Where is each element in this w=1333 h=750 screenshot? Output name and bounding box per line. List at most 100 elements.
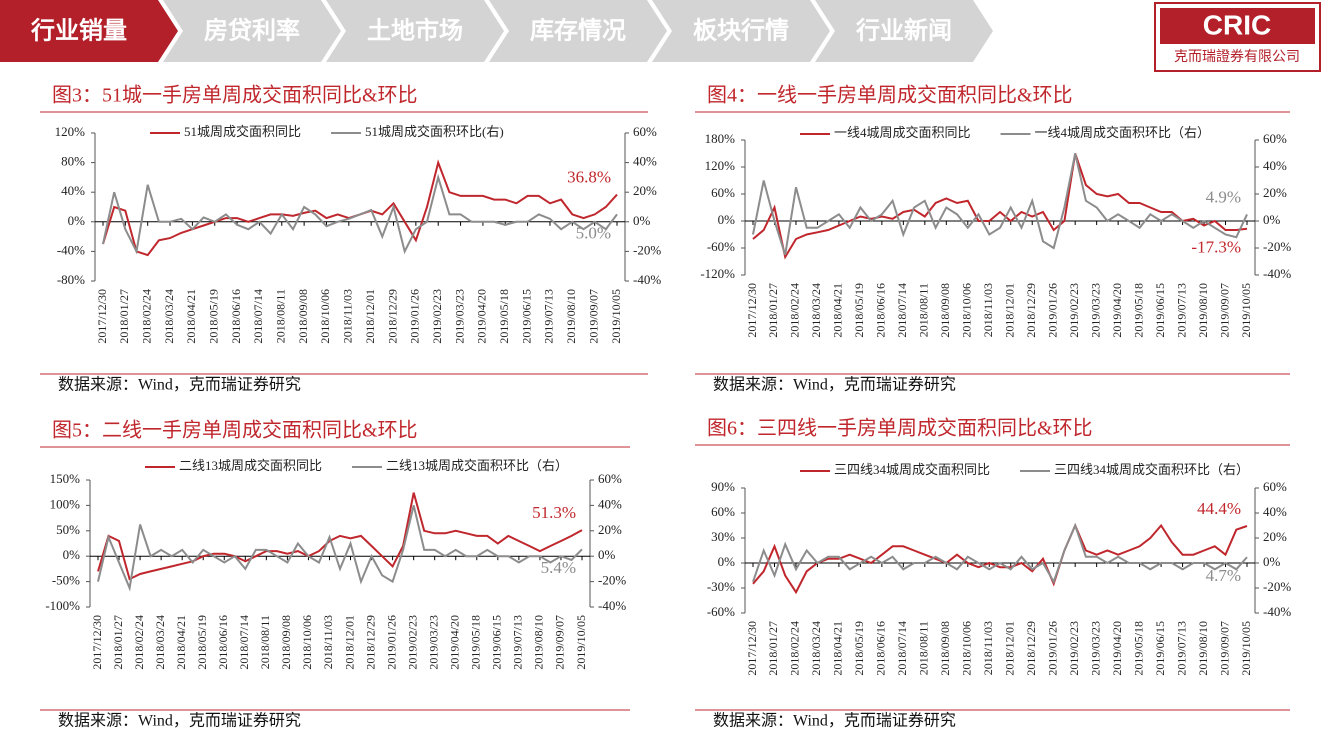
data-label: 5.0% bbox=[576, 223, 611, 242]
y2-tick-label: 20% bbox=[598, 522, 622, 537]
x-tick-label: 2019/03/23 bbox=[452, 289, 466, 344]
x-tick-label: 2019/01/26 bbox=[1045, 621, 1059, 676]
y2-tick-label: 40% bbox=[1263, 158, 1287, 173]
nav-tab-label: 行业销量 bbox=[30, 16, 127, 44]
x-tick-label: 2019/02/23 bbox=[1067, 621, 1081, 676]
x-tick-label: 2019/02/23 bbox=[1067, 283, 1081, 338]
y2-tick-label: 40% bbox=[598, 496, 622, 511]
x-tick-label: 2019/07/13 bbox=[511, 615, 525, 670]
y-tick-label: 80% bbox=[61, 154, 85, 169]
x-tick-label: 2018/11/03 bbox=[981, 283, 995, 337]
x-tick-label: 2019/04/20 bbox=[1110, 621, 1124, 676]
x-tick-label: 2018/07/14 bbox=[237, 615, 251, 670]
y-tick-label: -40% bbox=[57, 242, 85, 257]
y2-tick-label: 0% bbox=[1263, 554, 1281, 569]
x-tick-label: 2018/11/03 bbox=[981, 621, 995, 675]
y2-tick-label: 60% bbox=[633, 124, 657, 139]
data-label: 36.8% bbox=[567, 167, 611, 186]
source: 数据来源：Wind，克而瑞证券研究 bbox=[58, 712, 301, 730]
x-tick-label: 2018/06/16 bbox=[229, 289, 243, 344]
y2-tick-label: -40% bbox=[1263, 604, 1291, 619]
legend-label: 三四线34城周成交面积同比 bbox=[834, 462, 990, 477]
x-tick-label: 2018/02/24 bbox=[139, 289, 153, 344]
logo-company: 克而瑞證券有限公司 bbox=[1174, 48, 1300, 65]
y2-tick-label: 60% bbox=[598, 471, 622, 486]
nav-tab[interactable] bbox=[489, 0, 667, 62]
x-tick-label: 2018/05/19 bbox=[852, 283, 866, 338]
y-tick-label: 0% bbox=[68, 213, 86, 228]
x-tick-label: 2019/04/20 bbox=[1110, 283, 1124, 338]
x-tick-label: 2018/05/19 bbox=[206, 289, 220, 344]
y-tick-label: 0% bbox=[63, 547, 81, 562]
y-tick-label: 60% bbox=[711, 185, 735, 200]
logo-band bbox=[1160, 8, 1315, 44]
x-tick-label: 2019/06/15 bbox=[1153, 621, 1167, 676]
x-tick-label: 2018/04/21 bbox=[174, 615, 188, 670]
x-tick-label: 2019/03/23 bbox=[426, 615, 440, 670]
x-tick-label: 2018/08/11 bbox=[258, 615, 272, 669]
data-label: 51.3% bbox=[532, 503, 576, 522]
legend-label: 二线13城周成交面积环比（右） bbox=[386, 458, 568, 473]
x-tick-label: 2018/10/06 bbox=[300, 615, 314, 670]
series-line bbox=[752, 153, 1248, 260]
y2-tick-label: -20% bbox=[1263, 239, 1291, 254]
x-tick-label: 2018/06/16 bbox=[216, 615, 230, 670]
x-tick-label: 2018/12/29 bbox=[363, 615, 377, 670]
x-tick-label: 2018/09/08 bbox=[296, 289, 310, 344]
data-label: 44.4% bbox=[1197, 499, 1241, 518]
nav-tab[interactable] bbox=[815, 0, 993, 62]
x-tick-label: 2018/04/21 bbox=[831, 283, 845, 338]
x-tick-label: 2017/12/30 bbox=[95, 289, 109, 344]
x-tick-label: 2018/12/01 bbox=[1002, 621, 1016, 676]
x-tick-label: 2018/07/14 bbox=[895, 621, 909, 676]
y-tick-label: -80% bbox=[57, 272, 85, 287]
legend-label: 二线13城周成交面积同比 bbox=[179, 458, 322, 473]
nav-tab[interactable] bbox=[326, 0, 504, 62]
x-tick-label: 2018/06/16 bbox=[874, 283, 888, 338]
series-line bbox=[97, 492, 583, 581]
y-tick-label: 60% bbox=[711, 504, 735, 519]
x-tick-label: 2018/03/24 bbox=[809, 621, 823, 676]
x-tick-label: 2017/12/30 bbox=[745, 283, 759, 338]
source: 数据来源：Wind，克而瑞证券研究 bbox=[713, 376, 956, 394]
x-tick-label: 2019/10/05 bbox=[574, 615, 588, 670]
y-tick-label: 40% bbox=[61, 183, 85, 198]
nav-tab[interactable] bbox=[652, 0, 830, 62]
x-tick-label: 2019/09/07 bbox=[1217, 621, 1231, 676]
x-tick-label: 2018/11/03 bbox=[321, 615, 335, 669]
x-tick-label: 2018/08/11 bbox=[274, 289, 288, 343]
y2-tick-label: -20% bbox=[598, 573, 626, 588]
nav-tab[interactable] bbox=[0, 0, 178, 62]
data-label: -17.3% bbox=[1191, 238, 1241, 257]
nav-tab-label: 行业新闻 bbox=[855, 16, 952, 44]
x-tick-label: 2019/08/10 bbox=[1196, 283, 1210, 338]
x-tick-label: 2018/05/19 bbox=[852, 621, 866, 676]
x-tick-label: 2019/08/10 bbox=[564, 289, 578, 344]
x-tick-label: 2019/01/26 bbox=[384, 615, 398, 670]
x-tick-label: 2019/02/23 bbox=[430, 289, 444, 344]
x-tick-label: 2018/08/11 bbox=[917, 283, 931, 337]
x-tick-label: 2019/09/07 bbox=[586, 289, 600, 344]
y2-tick-label: 20% bbox=[1263, 529, 1287, 544]
x-tick-label: 2018/10/06 bbox=[960, 283, 974, 338]
chart-title: 图5：二线一手房单周成交面积同比&环比 bbox=[52, 419, 418, 442]
x-tick-label: 2018/04/21 bbox=[831, 621, 845, 676]
y2-tick-label: -40% bbox=[633, 272, 661, 287]
x-tick-label: 2018/09/08 bbox=[938, 283, 952, 338]
x-tick-label: 2019/09/07 bbox=[553, 615, 567, 670]
x-tick-label: 2018/09/08 bbox=[279, 615, 293, 670]
x-tick-label: 2018/07/14 bbox=[251, 289, 265, 344]
x-tick-label: 2018/02/24 bbox=[132, 615, 146, 670]
chart-title: 图3：51城一手房单周成交面积同比&环比 bbox=[52, 84, 418, 107]
nav-tab-label: 板块行情 bbox=[693, 16, 789, 44]
y-tick-label: -30% bbox=[707, 579, 735, 594]
x-tick-label: 2019/07/13 bbox=[1174, 283, 1188, 338]
y2-tick-label: -20% bbox=[633, 242, 661, 257]
x-tick-label: 2019/06/15 bbox=[519, 289, 533, 344]
nav-tab[interactable] bbox=[163, 0, 341, 62]
x-tick-label: 2019/05/18 bbox=[469, 615, 483, 670]
series-line bbox=[97, 505, 583, 592]
series-line bbox=[752, 522, 1248, 585]
